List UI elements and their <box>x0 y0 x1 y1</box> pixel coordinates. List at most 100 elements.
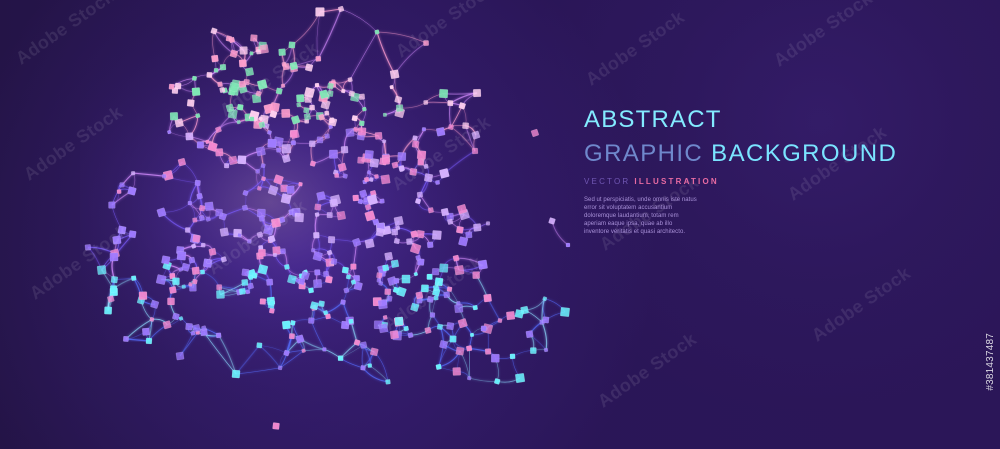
network-node <box>278 48 286 56</box>
body-line: aperiam eaque ipsa, quae ab illo <box>584 221 673 227</box>
network-node <box>415 198 422 205</box>
network-node <box>352 237 362 247</box>
network-node <box>340 299 346 305</box>
network-node <box>409 167 418 176</box>
subtitle-word-vector: VECTOR <box>584 177 631 186</box>
network-node <box>141 327 151 336</box>
network-node <box>211 54 219 63</box>
network-node <box>462 122 470 130</box>
network-node <box>167 129 172 135</box>
network-node <box>231 369 241 379</box>
body-line: Sed ut perspiciatis, unde omnis iste nat… <box>584 197 697 203</box>
network-node <box>420 284 429 293</box>
network-node <box>380 174 391 185</box>
network-node <box>353 281 363 291</box>
network-node <box>395 225 401 231</box>
network-node <box>84 244 92 251</box>
network-node <box>238 80 246 88</box>
network-node <box>374 131 383 140</box>
network-node <box>391 228 399 236</box>
network-node <box>393 216 404 226</box>
network-node <box>364 149 374 160</box>
network-node <box>326 212 333 219</box>
network-node <box>318 300 325 307</box>
body-line: inventore veritatis et quasi architecto. <box>584 229 686 235</box>
network-node <box>205 139 210 145</box>
network-node <box>191 266 200 275</box>
network-node <box>494 378 501 385</box>
network-node <box>191 75 197 81</box>
network-edge <box>316 11 321 59</box>
network-node <box>328 117 335 124</box>
network-node <box>367 363 373 368</box>
network-node <box>374 174 379 179</box>
network-node <box>454 265 465 276</box>
network-node <box>431 268 440 276</box>
network-node <box>369 158 380 168</box>
network-node <box>395 104 404 112</box>
network-node <box>455 346 465 356</box>
network-node <box>326 249 333 256</box>
network-node <box>435 127 446 137</box>
network-node <box>424 173 434 183</box>
network-node <box>276 147 282 153</box>
network-node <box>228 81 239 93</box>
network-node <box>542 296 548 302</box>
network-node <box>112 235 122 245</box>
network-node <box>248 275 254 280</box>
network-node <box>416 150 427 160</box>
network-node <box>219 87 226 93</box>
network-node <box>364 203 372 211</box>
body-line: doloremque laudantium, totam rem <box>584 213 679 219</box>
network-node <box>258 116 263 121</box>
network-node <box>185 132 194 141</box>
network-node <box>426 295 434 303</box>
network-node <box>280 193 292 205</box>
network-node <box>447 124 454 131</box>
network-node <box>416 191 423 198</box>
network-node <box>225 103 235 113</box>
headline-title-line-2: GRAPHIC BACKGROUND <box>584 142 924 166</box>
network-node <box>247 282 254 290</box>
network-node <box>342 173 348 179</box>
network-node <box>543 347 549 353</box>
network-node <box>337 355 344 361</box>
network-node <box>242 204 248 211</box>
network-node <box>426 273 433 280</box>
network-node <box>256 79 268 90</box>
network-node <box>392 286 400 294</box>
network-node <box>394 316 404 326</box>
network-node <box>393 237 400 245</box>
network-node <box>415 255 421 261</box>
network-node <box>316 191 326 201</box>
network-node <box>205 216 211 222</box>
network-node <box>449 335 457 343</box>
network-node <box>340 145 349 154</box>
network-node <box>128 230 137 239</box>
network-node <box>296 94 305 103</box>
network-edge <box>349 31 378 80</box>
network-node <box>412 135 418 141</box>
network-node <box>327 82 334 90</box>
network-node <box>410 230 418 238</box>
network-node <box>435 363 442 370</box>
network-node <box>175 351 185 361</box>
network-node <box>316 136 324 144</box>
network-node <box>196 193 203 200</box>
network-node <box>330 258 338 265</box>
network-node <box>258 248 266 257</box>
network-node <box>472 271 480 279</box>
network-node <box>280 83 286 88</box>
network-node <box>378 323 389 334</box>
network-node <box>323 310 329 316</box>
network-node <box>208 247 217 256</box>
network-node <box>155 274 167 285</box>
network-node <box>458 236 469 247</box>
network-node <box>323 271 329 277</box>
network-node <box>328 124 333 130</box>
network-node <box>312 251 323 262</box>
network-node <box>186 99 195 107</box>
network-node <box>269 300 276 306</box>
network-node <box>267 138 277 148</box>
network-node <box>247 239 252 244</box>
